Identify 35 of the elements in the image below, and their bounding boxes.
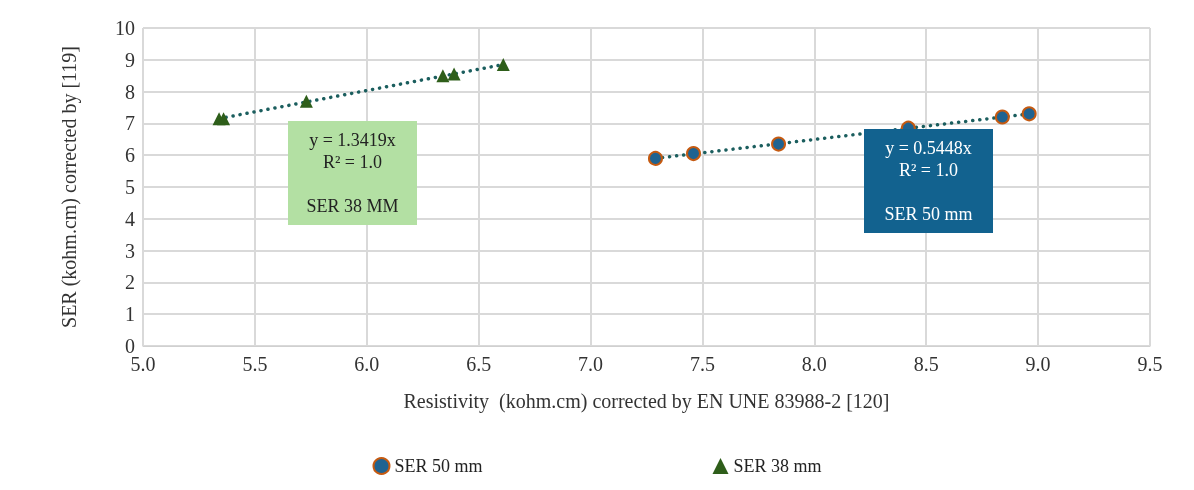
x-tick-label: 9.5 <box>1137 353 1163 375</box>
legend-label: SER 50 mm <box>394 456 483 476</box>
y-tick-label: 7 <box>125 112 135 135</box>
y-tick-label: 5 <box>125 176 135 198</box>
point <box>686 146 701 162</box>
legend-label: SER 38 mm <box>733 456 822 476</box>
note-box: y = 0.5448x R² = 1.0 SER 50 mm <box>864 129 993 233</box>
x-tick-label: 5.5 <box>242 353 268 375</box>
point <box>436 69 450 83</box>
point <box>496 58 510 72</box>
point <box>771 136 787 152</box>
x-tick-label: 8.0 <box>801 353 827 375</box>
x-tick-label: 6.0 <box>354 353 380 375</box>
x-tick-label: 6.5 <box>466 353 492 375</box>
y-tick-label: 3 <box>125 239 135 262</box>
point <box>217 112 231 126</box>
y-tick-label: 4 <box>125 207 135 230</box>
y-tick-label: 6 <box>125 144 135 167</box>
x-tick-label: 9.0 <box>1025 353 1051 375</box>
y-axis-title: SER (kohm.cm) corrected by [119] <box>58 46 81 328</box>
x-tick-label: 7.0 <box>578 353 604 375</box>
x-tick-label: 7.5 <box>689 353 715 375</box>
point <box>299 94 313 108</box>
point <box>647 150 663 166</box>
point <box>994 109 1010 125</box>
y-tick-label: 8 <box>125 80 135 103</box>
point <box>447 67 461 81</box>
point <box>1021 106 1037 122</box>
y-tick-label: 9 <box>125 48 135 71</box>
note-box: y = 1.3419x R² = 1.0 SER 38 MM <box>288 121 417 225</box>
x-tick-label: 8.5 <box>913 353 939 375</box>
y-tick-label: 1 <box>125 303 135 326</box>
y-tick-label: 2 <box>125 271 135 294</box>
x-axis-title: Resistivity (kohm.cm) corrected by EN UNE 83988-2 [120] <box>403 390 890 413</box>
y-tick-label: 10 <box>115 17 135 39</box>
